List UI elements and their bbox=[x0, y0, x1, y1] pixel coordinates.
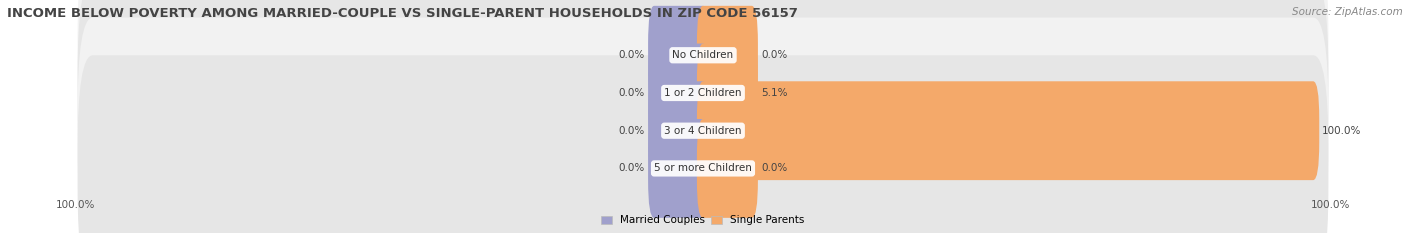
FancyBboxPatch shape bbox=[77, 55, 1329, 233]
Text: 0.0%: 0.0% bbox=[761, 163, 787, 173]
Legend: Married Couples, Single Parents: Married Couples, Single Parents bbox=[602, 216, 804, 226]
Text: 0.0%: 0.0% bbox=[619, 126, 645, 136]
Text: 100.0%: 100.0% bbox=[56, 200, 96, 210]
FancyBboxPatch shape bbox=[77, 17, 1329, 233]
Text: 5 or more Children: 5 or more Children bbox=[654, 163, 752, 173]
FancyBboxPatch shape bbox=[648, 6, 709, 105]
Text: 0.0%: 0.0% bbox=[619, 50, 645, 60]
Text: 3 or 4 Children: 3 or 4 Children bbox=[664, 126, 742, 136]
FancyBboxPatch shape bbox=[697, 119, 758, 218]
Text: No Children: No Children bbox=[672, 50, 734, 60]
Text: 1 or 2 Children: 1 or 2 Children bbox=[664, 88, 742, 98]
Text: 0.0%: 0.0% bbox=[761, 50, 787, 60]
Text: INCOME BELOW POVERTY AMONG MARRIED-COUPLE VS SINGLE-PARENT HOUSEHOLDS IN ZIP COD: INCOME BELOW POVERTY AMONG MARRIED-COUPL… bbox=[7, 7, 799, 20]
FancyBboxPatch shape bbox=[648, 119, 709, 218]
Text: 0.0%: 0.0% bbox=[619, 88, 645, 98]
FancyBboxPatch shape bbox=[77, 0, 1329, 168]
Text: Source: ZipAtlas.com: Source: ZipAtlas.com bbox=[1292, 7, 1403, 17]
FancyBboxPatch shape bbox=[697, 6, 758, 105]
FancyBboxPatch shape bbox=[648, 81, 709, 180]
FancyBboxPatch shape bbox=[697, 44, 758, 142]
Text: 5.1%: 5.1% bbox=[761, 88, 787, 98]
Text: 100.0%: 100.0% bbox=[1322, 126, 1361, 136]
Text: 0.0%: 0.0% bbox=[619, 163, 645, 173]
FancyBboxPatch shape bbox=[77, 0, 1329, 206]
FancyBboxPatch shape bbox=[648, 44, 709, 142]
FancyBboxPatch shape bbox=[697, 81, 1319, 180]
Text: 100.0%: 100.0% bbox=[1310, 200, 1350, 210]
